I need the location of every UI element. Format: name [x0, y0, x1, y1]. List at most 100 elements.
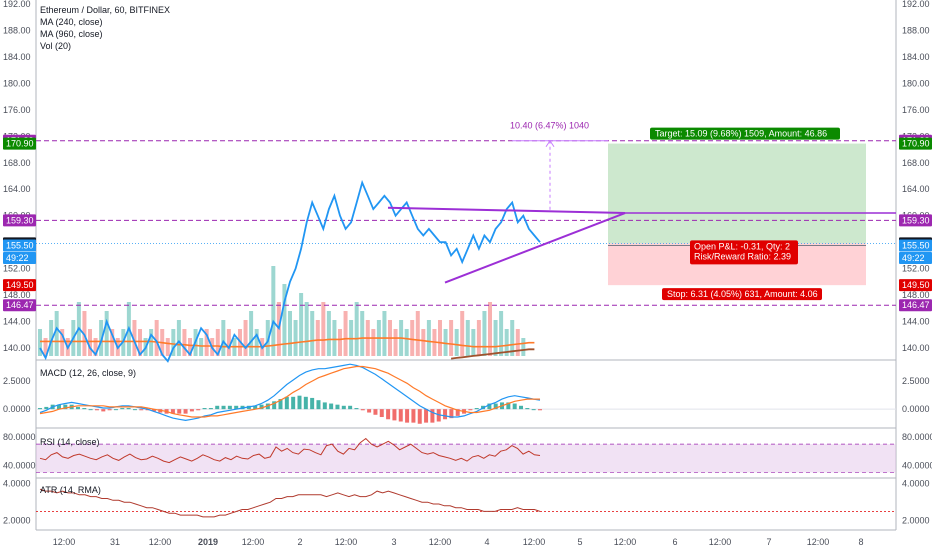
left-price-label-bg — [3, 137, 36, 150]
volume-bar — [199, 338, 204, 356]
volume-bar — [504, 329, 509, 356]
time-tick: 12:00 — [807, 537, 830, 547]
macd-histogram-bar — [132, 409, 137, 411]
macd-histogram-bar — [196, 409, 201, 411]
macd-histogram-bar — [329, 403, 334, 410]
stop-label-bg — [662, 288, 822, 301]
volume-bar — [304, 302, 309, 356]
volume-bar — [165, 338, 170, 356]
macd-histogram-bar — [417, 409, 422, 424]
volume-bar — [226, 329, 231, 356]
time-tick: 6 — [672, 537, 677, 547]
ma2-legend[interactable]: MA (960, close) — [40, 29, 103, 39]
measure-arrowhead — [545, 139, 555, 148]
macd-histogram-bar — [44, 406, 49, 410]
volume-bar — [249, 311, 254, 356]
macd-histogram-bar — [227, 405, 232, 410]
time-tick: 8 — [858, 537, 863, 547]
macd-histogram-bar — [183, 409, 188, 414]
chart-header: Ethereum / Dollar, 60, BITFINEX MA (240,… — [40, 4, 170, 52]
macd-histogram-bar — [430, 409, 435, 423]
right-price-label-bg — [899, 137, 932, 150]
macd-histogram-bar — [398, 409, 403, 422]
pnl-label-line1: Open P&L: -0.31, Qty: 2 — [694, 241, 790, 251]
macd-histogram-bar — [303, 396, 308, 410]
ma1-legend[interactable]: MA (240, close) — [40, 17, 103, 27]
macd-tick-left: 0.0000 — [3, 404, 31, 414]
right-price-label: 170.90 — [902, 139, 930, 149]
triangle-lower-trendline — [444, 212, 626, 284]
time-tick: 2019 — [198, 537, 218, 547]
volume-bar — [499, 311, 504, 356]
time-tick: 12:00 — [709, 537, 732, 547]
volume-bar — [221, 320, 226, 356]
macd-histogram-bar — [538, 409, 542, 411]
right-price-label: 155.50 — [902, 240, 930, 250]
volume-bar — [454, 329, 459, 356]
volume-bar — [421, 329, 426, 356]
macd-histogram-bar — [284, 396, 289, 410]
price-tick-right: 144.00 — [902, 317, 930, 327]
volume-bar — [438, 320, 442, 356]
time-tick: 12:00 — [523, 537, 546, 547]
macd-histogram-bar — [519, 405, 524, 410]
price-tick-left: 168.00 — [3, 158, 31, 168]
rsi-tick-left: 80.0000 — [3, 432, 36, 442]
ma-960-line — [450, 348, 535, 360]
macd-histogram-bar — [215, 405, 220, 410]
volume-bar — [293, 320, 298, 356]
macd-histogram-bar — [316, 400, 321, 410]
macd-histogram-bar — [367, 409, 372, 413]
time-tick: 7 — [766, 537, 771, 547]
volume-bar — [43, 338, 48, 356]
price-tick-left: 180.00 — [3, 78, 31, 88]
price-tick-left: 164.00 — [3, 184, 31, 194]
time-tick: 3 — [391, 537, 396, 547]
macd-histogram-bar — [474, 408, 479, 410]
volume-bar — [338, 329, 342, 356]
right-price-label-bg — [899, 299, 932, 312]
macd-title[interactable]: MACD (12, 26, close, 9) — [40, 368, 137, 378]
volume-bar — [465, 320, 470, 356]
macd-line — [39, 363, 541, 422]
macd-histogram-bar — [449, 409, 454, 419]
volume-bar — [243, 320, 248, 356]
price-tick-right: 180.00 — [902, 78, 930, 88]
symbol-title: Ethereum / Dollar, 60, BITFINEX — [40, 5, 171, 15]
macd-histogram-bar — [107, 409, 112, 411]
left-price-label: 146.47 — [6, 300, 34, 310]
atr-title[interactable]: ATR (14, RMA) — [40, 485, 101, 495]
macd-tick: 0.0000 — [902, 404, 930, 414]
left-price-label: 159.30 — [6, 215, 34, 225]
time-tick: 12:00 — [149, 537, 172, 547]
volume-bar — [326, 311, 331, 356]
pnl-label-bg — [690, 240, 798, 265]
volume-bar — [449, 320, 454, 356]
rsi-title[interactable]: RSI (14, close) — [40, 437, 100, 447]
macd-histogram-bar — [493, 403, 498, 410]
time-tick: 31 — [110, 537, 120, 547]
macd-histogram-bar — [259, 404, 264, 410]
volume-bar — [299, 293, 304, 356]
macd-histogram-bar — [405, 409, 410, 423]
macd-histogram-bar — [82, 408, 87, 410]
vol-legend[interactable]: Vol (20) — [40, 41, 72, 51]
volume-bar — [410, 320, 415, 356]
volume-bar — [88, 329, 92, 356]
time-tick: 2 — [297, 537, 302, 547]
rsi-band — [36, 444, 896, 473]
volume-bar — [315, 320, 320, 356]
volume-bar — [182, 329, 187, 356]
left-price-label: 149.50 — [6, 280, 34, 290]
price-tick-left: 144.00 — [3, 317, 31, 327]
macd-histogram-bar — [234, 405, 239, 410]
macd-histogram-bar — [253, 405, 258, 410]
measure-label: 10.40 (6.47%) 1040 — [510, 121, 589, 131]
left-price-label-bg — [3, 252, 36, 265]
left-price-label-bg — [3, 279, 36, 292]
price-tick-right: 168.00 — [902, 158, 930, 168]
volume-bar — [104, 311, 109, 356]
volume-bar — [282, 284, 287, 356]
rsi-tick-left: 40.0000 — [3, 460, 36, 470]
